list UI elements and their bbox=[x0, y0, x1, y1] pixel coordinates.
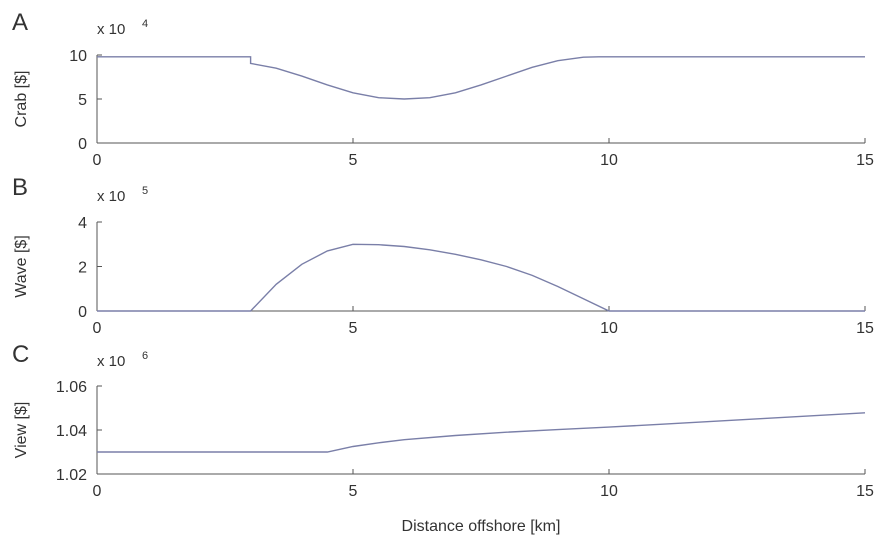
y-tick-label: 5 bbox=[78, 92, 87, 109]
x-tick-label: 5 bbox=[349, 483, 358, 500]
y-tick-label: 1.04 bbox=[56, 423, 87, 440]
panel-letter: A bbox=[12, 9, 28, 36]
y-multiplier: x 10 bbox=[97, 188, 125, 205]
panel-letter: C bbox=[12, 341, 29, 368]
panel-letter: B bbox=[12, 174, 28, 201]
y-multiplier: x 10 bbox=[97, 21, 125, 38]
x-axis-label: Distance offshore [km] bbox=[402, 518, 561, 535]
x-tick-label: 15 bbox=[856, 483, 874, 500]
x-tick-label: 0 bbox=[93, 152, 102, 169]
y-tick-label: 10 bbox=[69, 48, 87, 65]
y-multiplier-exponent: 6 bbox=[142, 350, 148, 362]
y-axis-label: Crab [$] bbox=[13, 71, 30, 128]
series-line bbox=[97, 243, 865, 312]
x-tick-label: 10 bbox=[600, 152, 618, 169]
x-tick-label: 15 bbox=[856, 152, 874, 169]
y-tick-label: 1.06 bbox=[56, 379, 87, 396]
x-tick-label: 5 bbox=[349, 152, 358, 169]
y-tick-label: 1.02 bbox=[56, 467, 87, 484]
y-multiplier: x 10 bbox=[97, 353, 125, 370]
x-tick-label: 10 bbox=[600, 320, 618, 337]
y-axis-label: View [$] bbox=[13, 402, 30, 459]
x-tick-label: 15 bbox=[856, 320, 874, 337]
series-line bbox=[97, 412, 866, 453]
series-line bbox=[97, 56, 865, 100]
x-tick-label: 0 bbox=[93, 483, 102, 500]
y-tick-label: 0 bbox=[78, 304, 87, 321]
y-multiplier-exponent: 4 bbox=[142, 18, 148, 30]
x-tick-label: 5 bbox=[349, 320, 358, 337]
x-tick-label: 10 bbox=[600, 483, 618, 500]
y-tick-label: 4 bbox=[78, 215, 87, 232]
y-tick-label: 2 bbox=[78, 260, 87, 277]
y-tick-label: 0 bbox=[78, 136, 87, 153]
x-tick-label: 0 bbox=[93, 320, 102, 337]
y-axis-label: Wave [$] bbox=[13, 235, 30, 298]
y-multiplier-exponent: 5 bbox=[142, 185, 148, 197]
